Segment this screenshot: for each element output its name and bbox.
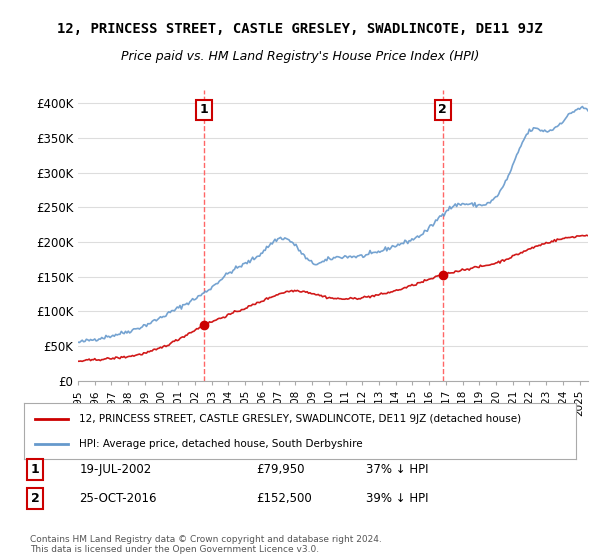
Text: 37% ↓ HPI: 37% ↓ HPI	[366, 463, 429, 476]
Text: 2: 2	[31, 492, 40, 505]
Text: 1: 1	[31, 463, 40, 476]
Text: 12, PRINCESS STREET, CASTLE GRESLEY, SWADLINCOTE, DE11 9JZ (detached house): 12, PRINCESS STREET, CASTLE GRESLEY, SWA…	[79, 414, 521, 424]
Text: 25-OCT-2016: 25-OCT-2016	[79, 492, 157, 505]
Text: Contains HM Land Registry data © Crown copyright and database right 2024.
This d: Contains HM Land Registry data © Crown c…	[30, 535, 382, 554]
Text: £79,950: £79,950	[256, 463, 304, 476]
Text: 12, PRINCESS STREET, CASTLE GRESLEY, SWADLINCOTE, DE11 9JZ: 12, PRINCESS STREET, CASTLE GRESLEY, SWA…	[57, 22, 543, 36]
Text: 39% ↓ HPI: 39% ↓ HPI	[366, 492, 429, 505]
Text: HPI: Average price, detached house, South Derbyshire: HPI: Average price, detached house, Sout…	[79, 438, 363, 449]
Text: 1: 1	[200, 104, 208, 116]
Text: 2: 2	[439, 104, 447, 116]
Text: £152,500: £152,500	[256, 492, 311, 505]
Text: 19-JUL-2002: 19-JUL-2002	[79, 463, 151, 476]
Text: Price paid vs. HM Land Registry's House Price Index (HPI): Price paid vs. HM Land Registry's House …	[121, 50, 479, 63]
